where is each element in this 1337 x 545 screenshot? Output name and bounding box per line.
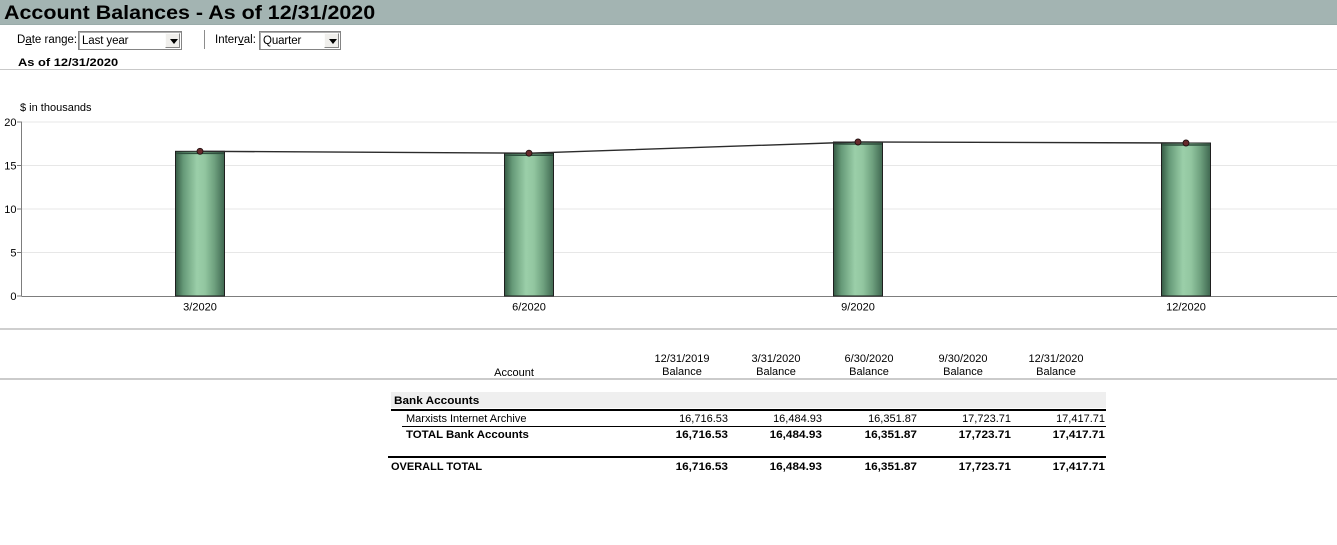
svg-text:6/2020: 6/2020 xyxy=(512,302,546,314)
svg-text:$ in thousands: $ in thousands xyxy=(20,102,92,114)
svg-text:10: 10 xyxy=(4,204,16,216)
svg-text:12/2020: 12/2020 xyxy=(1166,302,1206,314)
svg-text:9/2020: 9/2020 xyxy=(841,302,875,314)
svg-text:20: 20 xyxy=(4,117,16,129)
svg-text:15: 15 xyxy=(4,161,16,173)
svg-text:5: 5 xyxy=(10,248,16,260)
svg-text:0: 0 xyxy=(10,291,16,303)
svg-text:3/2020: 3/2020 xyxy=(183,302,217,314)
